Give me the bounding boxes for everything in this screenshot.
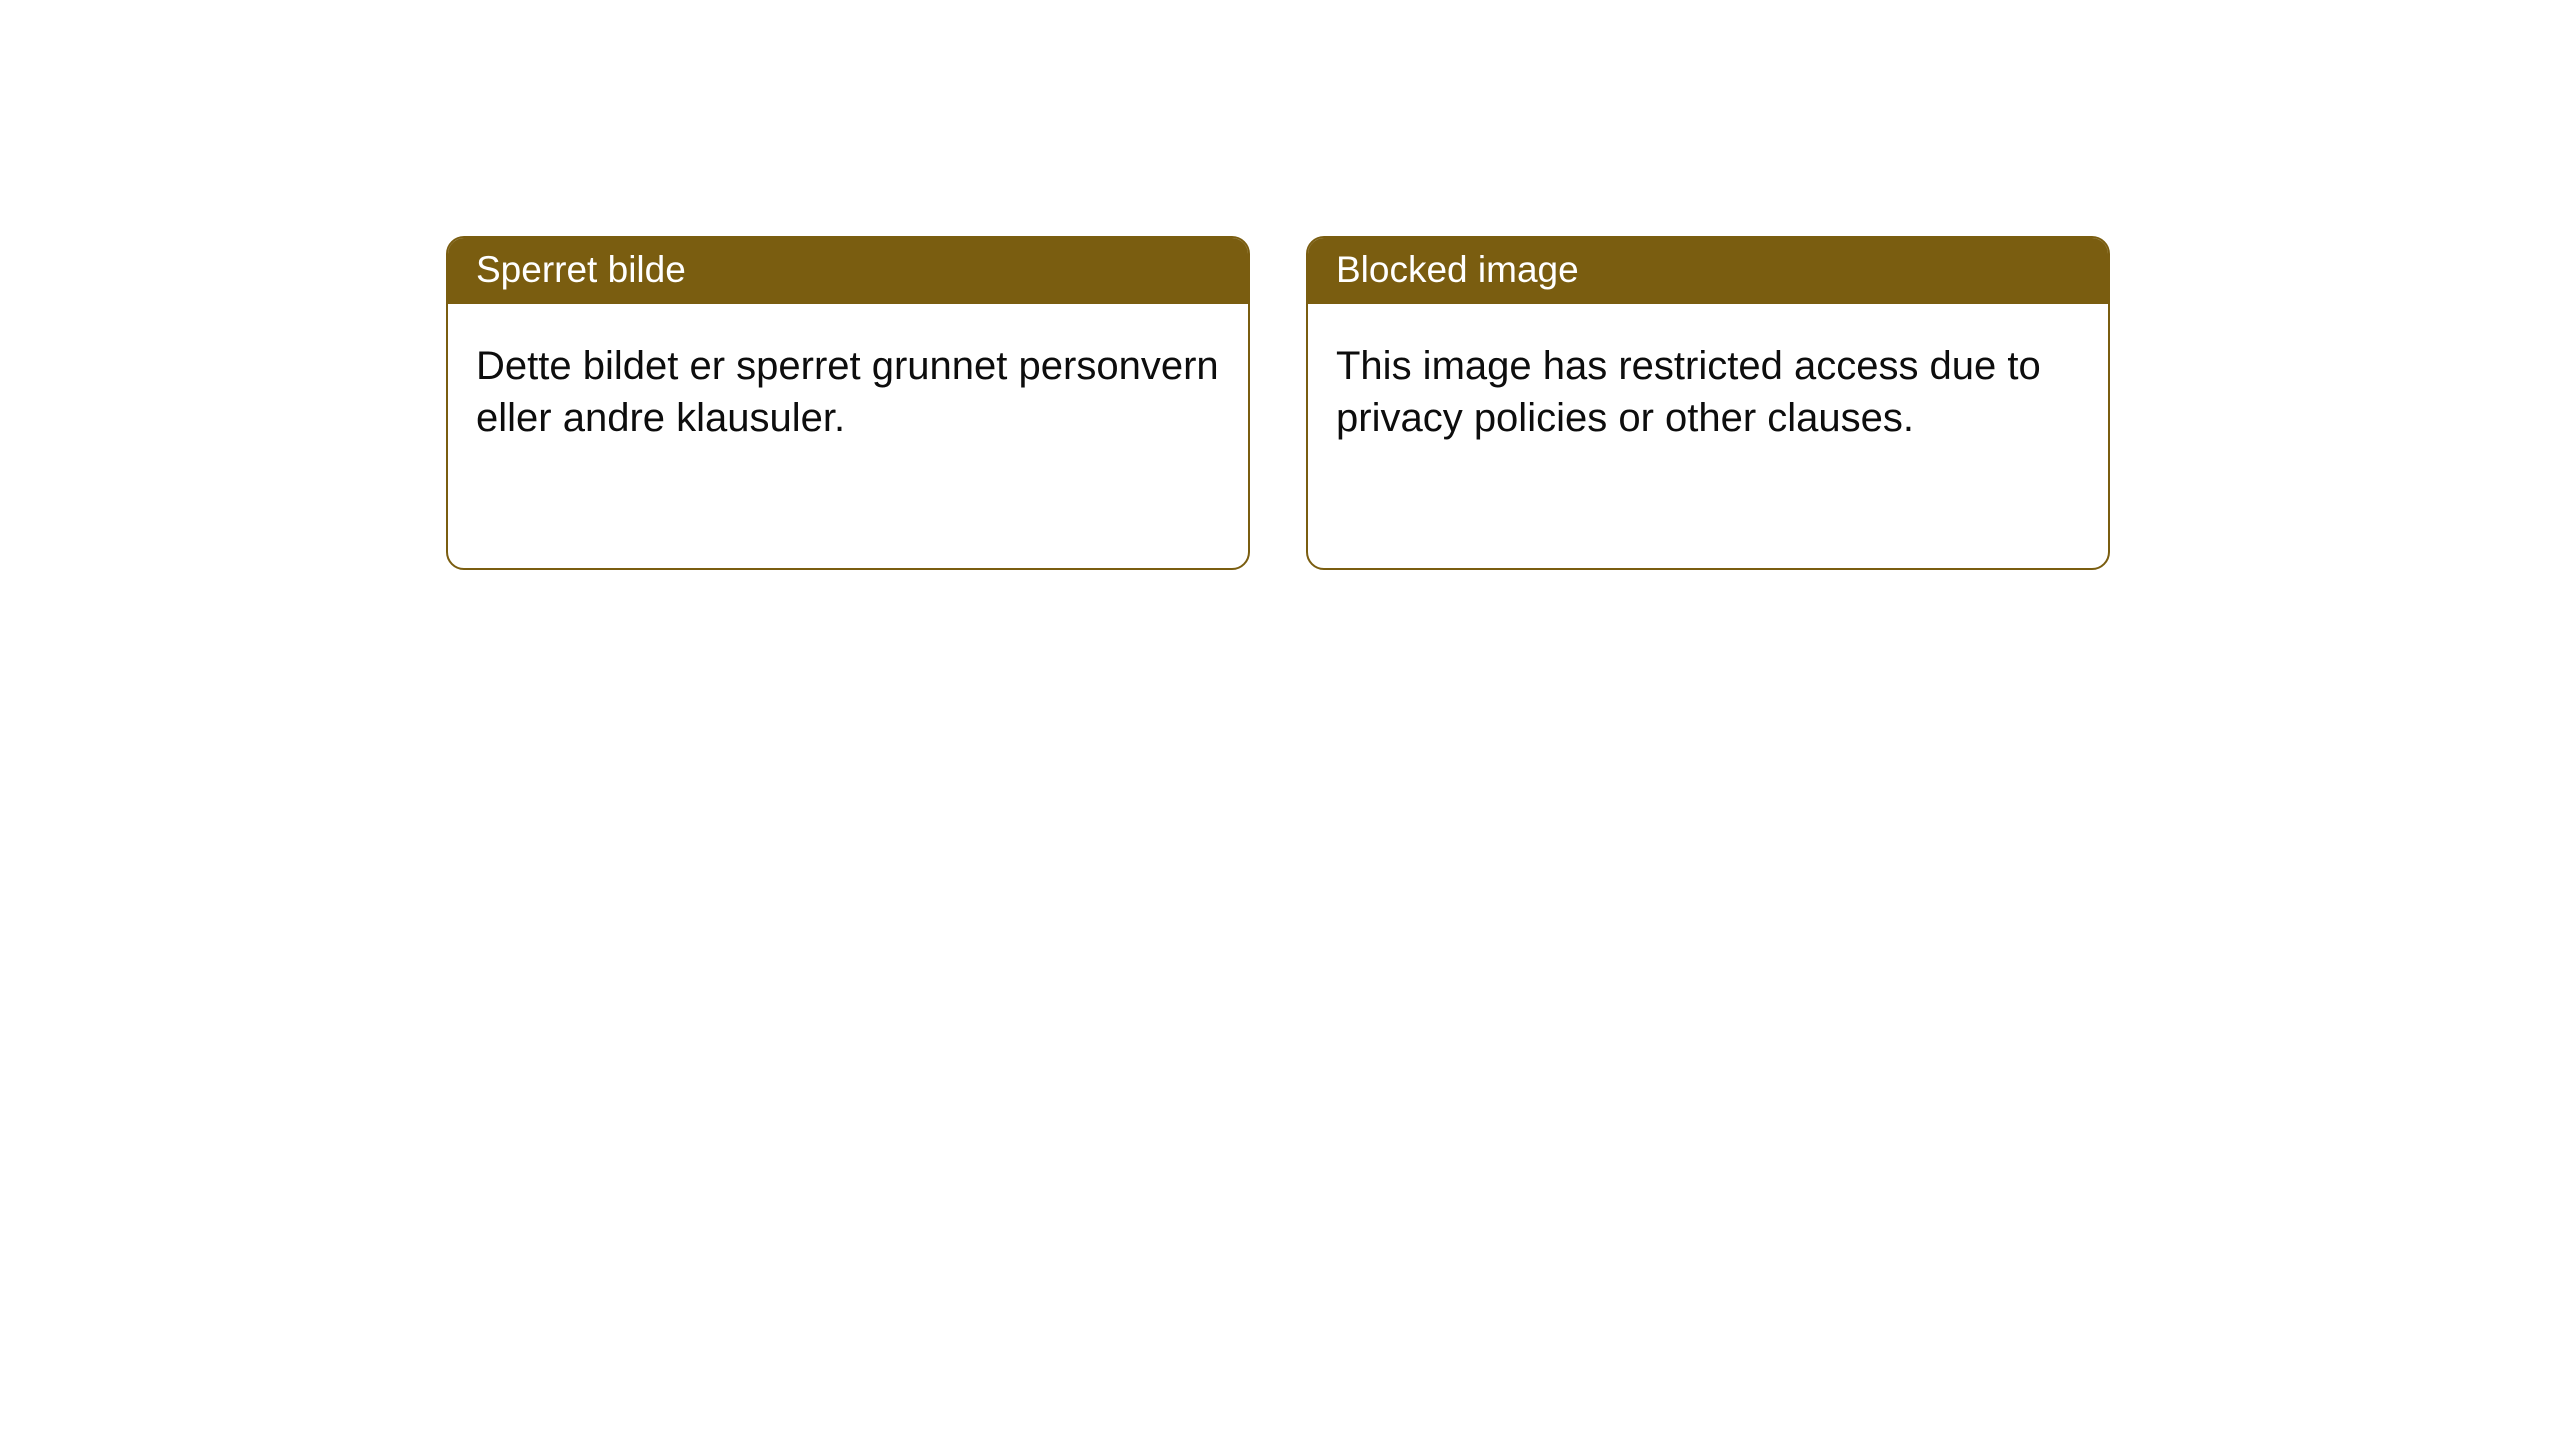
notice-card-norwegian: Sperret bilde Dette bildet er sperret gr…: [446, 236, 1250, 570]
notice-body: This image has restricted access due to …: [1308, 304, 2108, 472]
notice-header: Blocked image: [1308, 238, 2108, 304]
notice-body: Dette bildet er sperret grunnet personve…: [448, 304, 1248, 472]
notice-header: Sperret bilde: [448, 238, 1248, 304]
notice-card-english: Blocked image This image has restricted …: [1306, 236, 2110, 570]
notice-container: Sperret bilde Dette bildet er sperret gr…: [0, 0, 2560, 570]
